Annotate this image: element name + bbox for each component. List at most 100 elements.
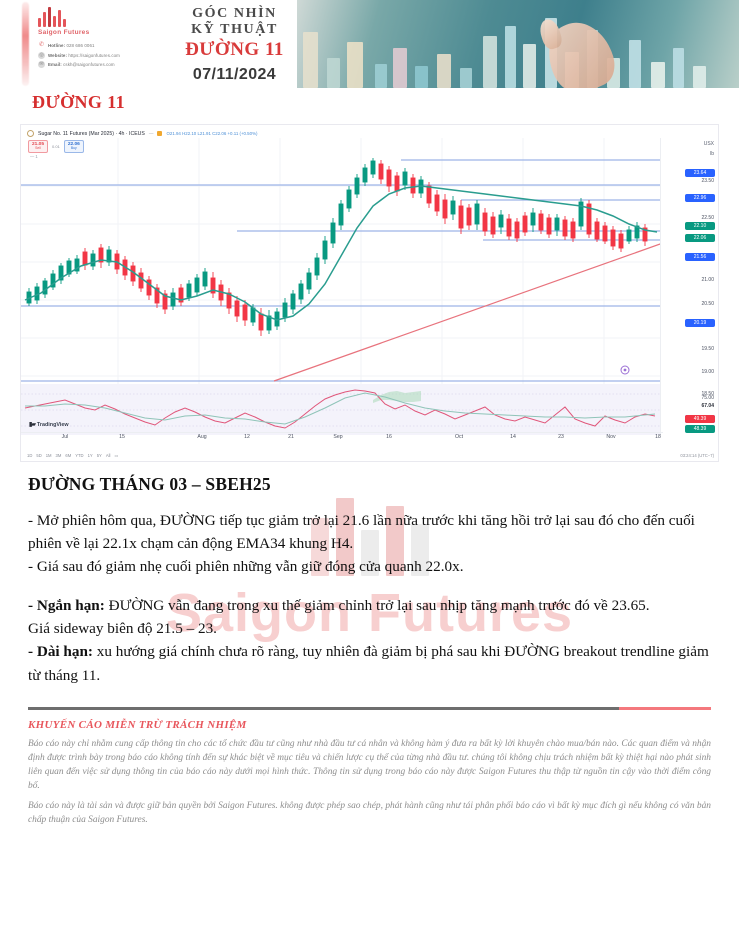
analysis-paragraph-2: - Ngắn hạn: ĐƯỜNG vẫn đang trong xu thế …: [28, 594, 711, 686]
chart-marker-icon: [620, 365, 630, 375]
brand-block: Saigon Futures ✆ Hotline: 028 686 0061 ◎…: [38, 0, 178, 88]
chart-clock: 03:24:14 (UTC−7): [680, 453, 714, 458]
header-left: Saigon Futures ✆ Hotline: 028 686 0061 ◎…: [0, 0, 297, 88]
sell-label: Sell: [35, 146, 41, 151]
long-term-label: - Dài hạn:: [28, 643, 93, 661]
long-term-text: xu hướng giá chính chưa rõ ràng, tuy nhi…: [28, 643, 709, 684]
analysis-section: ĐƯỜNG THÁNG 03 – SBEH25 - Mở phiên hôm q…: [28, 474, 711, 687]
time-tick-14: 14: [510, 434, 516, 440]
contact-list: ✆ Hotline: 028 686 0061 ◎ Website: https…: [38, 42, 178, 68]
price-tick-22-50: 22.50: [701, 215, 714, 221]
buy-price: 22.06: [67, 142, 80, 147]
analysis-paragraph-1: - Mở phiên hôm qua, ĐƯỜNG tiếp tục giảm …: [28, 509, 711, 578]
price-axis[interactable]: USX lb 23.64 23.50 22.96 22.50 22.10 22.…: [660, 138, 718, 435]
ema34-line: [24, 185, 658, 321]
timeframe-3m[interactable]: 3M: [55, 453, 62, 458]
disclaimer-title: KHUYẾN CÁO MIỄN TRỪ TRÁCH NHIỆM: [28, 718, 247, 731]
rsi-line: [24, 389, 656, 429]
rsi-overbought-fill: [373, 391, 421, 403]
time-tick-23: 23: [558, 434, 564, 440]
analysis-title: ĐƯỜNG THÁNG 03 – SBEH25: [28, 474, 271, 494]
page-title: ĐƯỜNG 11: [32, 92, 126, 112]
saigon-futures-logo-icon: [38, 7, 178, 27]
chart-symbol: Sugar No. 11 Futures (Mar 2025) · 4h · I…: [38, 130, 145, 137]
price-pill-20-19: 20.19: [685, 319, 715, 327]
rsi-tick-75: 75.00: [701, 395, 714, 401]
header-date: 07/11/2024: [192, 66, 277, 83]
header-banner: Saigon Futures ✆ Hotline: 028 686 0061 ◎…: [0, 0, 739, 88]
time-tick-18: 18: [655, 434, 661, 440]
timeframe-bar[interactable]: 1D 5D 1M 3M 6M YTD 1Y 5Y All ▭: [27, 453, 118, 458]
order-badges: 21.05 Sell 0.01 22.06 Buy: [28, 140, 84, 153]
timeframe-1d[interactable]: 1D: [27, 453, 33, 458]
contact-row-email: ✉ Email: cskh@saigonfutures.com: [38, 61, 178, 68]
timeframe-5d[interactable]: 5D: [36, 453, 42, 458]
rsi-tick-67-04: 67.04: [701, 403, 714, 409]
time-tick-oct: Oct: [454, 434, 464, 440]
timeframe-1y[interactable]: 1Y: [87, 453, 93, 458]
time-tick-12: 12: [244, 434, 250, 440]
contact-row-website: ◎ Website: https://saigonfutures.com: [38, 51, 178, 59]
short-term-text: ĐƯỜNG vẫn đang trong xu thế giảm chỉnh t…: [104, 597, 650, 615]
price-pill-22-10: 22.10: [685, 222, 715, 230]
buy-badge[interactable]: 22.06 Buy: [63, 140, 84, 153]
time-tick-15: 15: [119, 434, 125, 440]
header-title-primary: GÓC NHÌN KỸ THUẬT: [191, 6, 278, 37]
time-axis[interactable]: Jul 15 Aug 12 21 Sep 16 Oct 14 23 Nov 18: [21, 432, 663, 444]
short-term-label: - Ngắn hạn:: [28, 597, 105, 615]
eye-icon[interactable]: [157, 131, 163, 136]
time-tick-16: 16: [386, 434, 392, 440]
sell-price: 21.05: [32, 142, 45, 147]
header-title-block: GÓC NHÌN KỸ THUẬT ĐƯỜNG 11 07/11/2024: [178, 0, 297, 88]
contact-value-email: cskh@saigonfutures.com: [63, 62, 115, 67]
short-term-line: - Ngắn hạn: ĐƯỜNG vẫn đang trong xu thế …: [28, 594, 711, 617]
price-tick-23-50: 23.50: [701, 178, 714, 184]
time-tick-jul: Jul: [61, 434, 69, 440]
divider-red: [619, 706, 711, 710]
price-tick-19-50: 19.50: [701, 346, 714, 352]
contact-label-email: Email:: [48, 62, 62, 67]
tradingview-label: TradingView: [36, 421, 69, 428]
analysis-line-1: - Mở phiên hôm qua, ĐƯỜNG tiếp tục giảm …: [28, 512, 695, 553]
price-unit-bottom: lb: [710, 151, 714, 157]
price-unit-top: USX: [703, 141, 714, 147]
rising-trendline: [273, 242, 663, 382]
contact-label-hotline: Hotline:: [48, 43, 66, 48]
disclaimer-section: KHUYẾN CÁO MIỄN TRỪ TRÁCH NHIỆM Báo cáo …: [28, 706, 711, 828]
price-pill-22-96: 22.96: [685, 194, 715, 202]
price-plot-svg: [21, 138, 663, 384]
timeframe-ytd[interactable]: YTD: [75, 453, 84, 458]
timeframe-6m[interactable]: 6M: [65, 453, 72, 458]
calendar-icon[interactable]: ▭: [114, 453, 119, 458]
long-term-line: - Dài hạn: xu hướng giá chính chưa rõ rà…: [28, 640, 711, 686]
rsi-plot-svg: [21, 389, 663, 429]
timeframe-5y[interactable]: 5Y: [96, 453, 102, 458]
contact-value-hotline: 028 686 0061: [66, 43, 95, 48]
chart-ohlc: O21.94 H22.10 L21.91 C22.06 +0.11 (+0.50…: [166, 131, 258, 136]
phone-icon: ✆: [38, 42, 45, 48]
timeframe-1m[interactable]: 1M: [45, 453, 52, 458]
timeframe-all[interactable]: All: [105, 453, 111, 458]
price-pill-21-56: 21.56: [685, 253, 715, 261]
price-pill-22-06: 22.06: [685, 234, 715, 242]
tradingview-logo-icon: ▮▰: [29, 422, 36, 428]
rsi-pill-48-39: 48.39: [685, 425, 715, 433]
globe-icon: ◎: [38, 51, 45, 59]
price-plot: [21, 138, 663, 384]
price-tick-19-00: 19.00: [701, 369, 714, 375]
header-title-secondary: ĐƯỜNG 11: [185, 39, 284, 60]
tradingview-watermark: ▮▰ TradingView: [29, 421, 69, 429]
chart-legend-secondary: — 1: [30, 154, 38, 159]
price-tick-20-50: 20.50: [701, 301, 714, 307]
rsi-plot: [21, 384, 663, 435]
analysis-spacer: [28, 578, 711, 594]
sell-badge[interactable]: 21.05 Sell: [28, 140, 49, 153]
disclaimer-paragraph-1: Báo cáo này chỉ nhằm cung cấp thông tin …: [28, 738, 711, 791]
price-pill-23-64: 23.64: [685, 169, 715, 177]
header-accent-bar: [22, 2, 29, 86]
symbol-icon: [27, 130, 34, 137]
spread-value: 0.01: [52, 143, 60, 149]
tradingview-chart[interactable]: Sugar No. 11 Futures (Mar 2025) · 4h · I…: [20, 124, 719, 462]
contact-value-website: https://saigonfutures.com: [68, 52, 120, 58]
